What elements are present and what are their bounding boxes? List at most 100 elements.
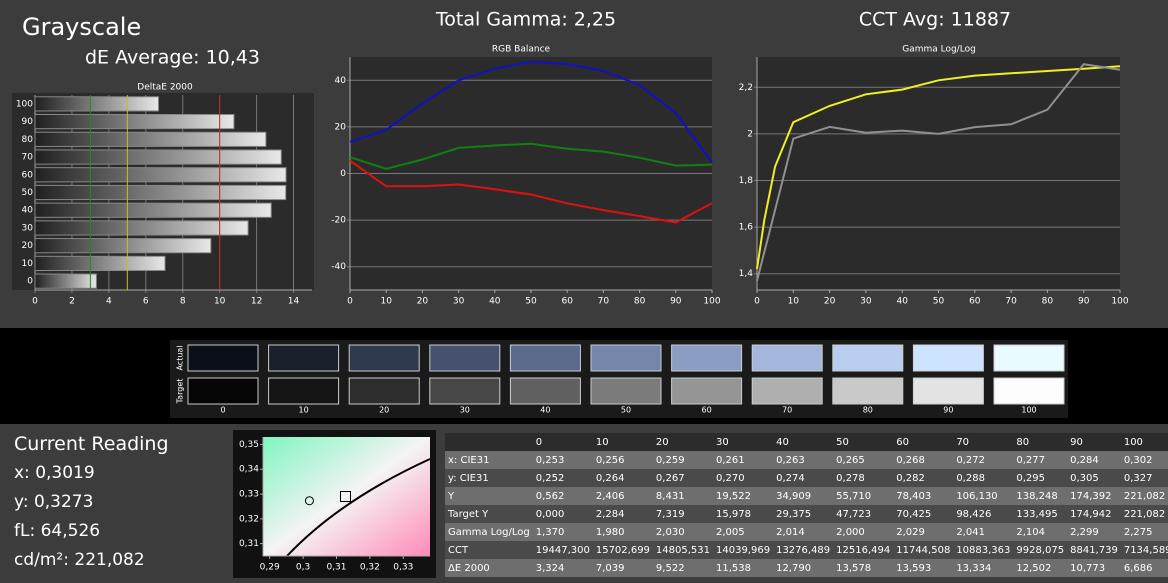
table-cell: 90 <box>1070 436 1083 448</box>
table-cell: 0,259 <box>655 454 685 466</box>
swatch-label: 40 <box>540 406 550 415</box>
y-tick-label: 20 <box>22 241 34 251</box>
table-cell: 0,261 <box>716 454 745 466</box>
table-cell: 0,263 <box>776 454 805 466</box>
table-cell: 0 <box>535 436 543 448</box>
table-cell: 20 <box>655 436 669 448</box>
table-row: Y 0,562 2,406 8,431 19,522 34,909 55,710 78,403… <box>445 487 1168 505</box>
table-cell: ΔE 2000 <box>448 562 490 574</box>
table-cell: 0,274 <box>776 472 805 484</box>
table-row: ΔE 2000 3,324 7,039 9,522 11,538 12,790 13,578… <box>445 559 1168 577</box>
bar <box>34 167 287 183</box>
reading-line: cd/m²: 221,082 <box>14 550 145 570</box>
table-cell: 11,538 <box>716 562 751 574</box>
table-row: x: CIE31 0,253 0,256 0,259 0,261 0,263 0,265 0,… <box>445 451 1168 469</box>
y-tick-label: 60 <box>22 170 34 180</box>
table-cell: 0,000 <box>535 508 565 520</box>
table-cell: Gamma Log/Log <box>448 526 530 538</box>
table-cell: 13,334 <box>956 562 992 574</box>
target-swatch <box>912 377 984 405</box>
table-cell: 3,324 <box>535 562 565 574</box>
table-cell: 29,375 <box>776 508 812 520</box>
de-average: dE Average: 10,43 <box>85 47 260 69</box>
actual-swatch <box>348 344 420 372</box>
table-cell: Target Y <box>448 508 489 520</box>
y-tick-label: 1,4 <box>739 269 754 279</box>
cie-bg <box>263 437 430 556</box>
row-label: Actual <box>176 345 185 370</box>
chart-title: Gamma Log/Log <box>902 45 976 55</box>
bar <box>34 255 166 271</box>
series-line <box>756 63 1121 281</box>
table-cell: 0,267 <box>655 472 685 484</box>
y-tick-label: 40 <box>22 206 34 216</box>
cct-avg: CCT Avg: 11887 <box>859 9 1011 31</box>
table-cell: 12,502 <box>1016 562 1052 574</box>
swatch-label: 60 <box>702 406 712 415</box>
table-cell: 7,039 <box>595 562 625 574</box>
table-cell: 50 <box>836 436 849 448</box>
table-cell: 174,942 <box>1070 508 1112 520</box>
x-tick-label: 40 <box>896 297 908 307</box>
table-cell: 6,686 <box>1123 562 1153 574</box>
y-tick-label: 0 <box>340 169 346 179</box>
y-tick-label: 0,33 <box>239 490 259 500</box>
table-cell: 0,282 <box>896 472 925 484</box>
table-cell: y: CIE31 <box>448 472 489 484</box>
y-tick-label: 50 <box>22 188 34 198</box>
x-tick-label: 20 <box>417 297 429 307</box>
target-swatch <box>509 377 581 405</box>
table-cell: 2,014 <box>776 526 805 538</box>
reading-title: Current Reading <box>14 433 169 455</box>
x-tick-label: 10 <box>380 297 392 307</box>
y-tick-label: 90 <box>22 117 34 127</box>
table-row: y: CIE31 0,252 0,264 0,267 0,270 0,274 0,278 0,… <box>445 469 1168 487</box>
swatch-label: 20 <box>379 406 389 415</box>
table-cell: 0,295 <box>1016 472 1046 484</box>
measured-point <box>304 496 314 506</box>
target-swatch <box>832 377 904 405</box>
x-tick-label: 60 <box>561 297 573 307</box>
swatch-label: 50 <box>621 406 631 415</box>
table-cell: 10,773 <box>1070 562 1106 574</box>
actual-swatch <box>429 344 501 372</box>
table-cell: 2,005 <box>716 526 745 538</box>
x-tick-label: 30 <box>860 297 872 307</box>
series-line <box>756 65 1121 270</box>
y-tick-label: 0,34 <box>239 465 259 475</box>
table-cell: 19,522 <box>716 490 751 502</box>
x-tick-label: 70 <box>1005 297 1017 307</box>
bar <box>34 220 249 236</box>
table-cell: CCT <box>448 544 469 556</box>
page-title: Grayscale <box>22 13 141 41</box>
table-cell: 0,264 <box>595 472 625 484</box>
chart-title: RGB Balance <box>492 45 551 55</box>
target-swatch <box>429 377 501 405</box>
table-row: Target Y 0,000 2,284 7,319 15,978 29,375 47,72… <box>445 505 1168 523</box>
y-tick-label: 2 <box>747 129 753 139</box>
y-tick-label: 0,31 <box>239 539 259 549</box>
table-cell: 0,278 <box>836 472 865 484</box>
actual-swatch <box>590 344 662 372</box>
y-tick-label: -20 <box>331 216 346 226</box>
table-cell <box>445 433 533 451</box>
table-cell: 2,030 <box>655 526 685 538</box>
x-tick-label: 0,33 <box>393 563 413 573</box>
actual-swatch <box>509 344 581 372</box>
table-cell: Y <box>448 490 455 502</box>
table-cell: 0,284 <box>1070 454 1099 466</box>
table-cell: 133,495 <box>1016 508 1058 520</box>
table-cell: 0,252 <box>535 472 565 484</box>
target-swatch <box>751 377 823 405</box>
row-label: Target <box>176 379 185 405</box>
table-cell: 2,406 <box>595 490 625 502</box>
bar <box>34 131 267 147</box>
swatch-label: 90 <box>943 406 953 415</box>
table-cell: 80 <box>1016 436 1030 448</box>
target-swatch <box>348 377 420 405</box>
reading-line: y: 0,3273 <box>14 492 94 512</box>
x-tick-label: 90 <box>670 297 682 307</box>
bar <box>34 238 212 254</box>
bar <box>34 273 97 289</box>
